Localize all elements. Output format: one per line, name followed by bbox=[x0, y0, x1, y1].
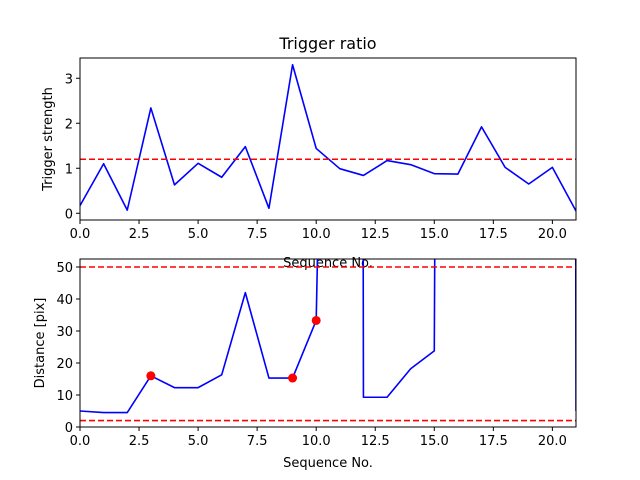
x-tick-label: 10.0 bbox=[302, 227, 331, 242]
x-tick-label: 17.5 bbox=[479, 227, 508, 242]
series-line bbox=[80, 63, 576, 212]
series-line bbox=[80, 259, 576, 414]
x-axis-label: Sequence No. bbox=[283, 256, 373, 271]
y-tick-label: 10 bbox=[56, 389, 73, 404]
y-tick-label: 1 bbox=[65, 162, 73, 177]
x-tick-label: 10.0 bbox=[302, 434, 331, 449]
x-tick-label: 15.0 bbox=[420, 434, 449, 449]
x-axis-label: Sequence No. bbox=[283, 456, 373, 471]
y-tick-label: 3 bbox=[65, 72, 73, 87]
x-tick-label: 20.0 bbox=[538, 434, 567, 449]
plot-area bbox=[80, 259, 576, 422]
x-tick-label: 2.5 bbox=[129, 434, 150, 449]
y-axis-label: Distance [pix] bbox=[33, 298, 48, 389]
data-point-marker bbox=[288, 373, 298, 383]
x-tick-label: 12.5 bbox=[361, 227, 390, 242]
y-tick-label: 30 bbox=[56, 325, 73, 340]
x-tick-label: 17.5 bbox=[479, 434, 508, 449]
y-tick-label: 2 bbox=[65, 117, 73, 132]
data-point-marker bbox=[311, 315, 321, 325]
distance-panel: 0.0 2.5 5.0 7.5 10.0 12.5 15.0 17.5 20.0 0 10 20 30 4… bbox=[33, 258, 577, 471]
x-tick-label: 2.5 bbox=[129, 227, 150, 242]
axes-frame bbox=[79, 258, 577, 428]
data-point-marker bbox=[146, 371, 156, 381]
x-tick-label: 15.0 bbox=[420, 227, 449, 242]
y-axis-label: Trigger strength bbox=[41, 87, 56, 192]
x-tick-label: 7.5 bbox=[247, 434, 268, 449]
y-tick-label: 0 bbox=[65, 207, 73, 222]
axes-frame bbox=[79, 57, 577, 221]
x-tick-label: 5.0 bbox=[188, 434, 209, 449]
y-tick-label: 50 bbox=[56, 261, 73, 276]
y-tick-label: 0 bbox=[65, 421, 73, 436]
plot-area bbox=[80, 63, 576, 212]
x-tick-label: 20.0 bbox=[538, 227, 567, 242]
x-tick-label: 7.5 bbox=[247, 227, 268, 242]
y-tick-label: 40 bbox=[56, 293, 73, 308]
x-tick-label: 5.0 bbox=[188, 227, 209, 242]
x-tick-label: 0.0 bbox=[70, 227, 91, 242]
y-tick-label: 20 bbox=[56, 357, 73, 372]
x-tick-label: 0.0 bbox=[70, 434, 91, 449]
chart-title: Trigger ratio bbox=[278, 34, 376, 53]
x-tick-label: 12.5 bbox=[361, 434, 390, 449]
trigger-ratio-panel: Trigger ratio 0.0 2.5 5.0 7.5 10.0 12.5 15.0 17… bbox=[41, 34, 577, 271]
